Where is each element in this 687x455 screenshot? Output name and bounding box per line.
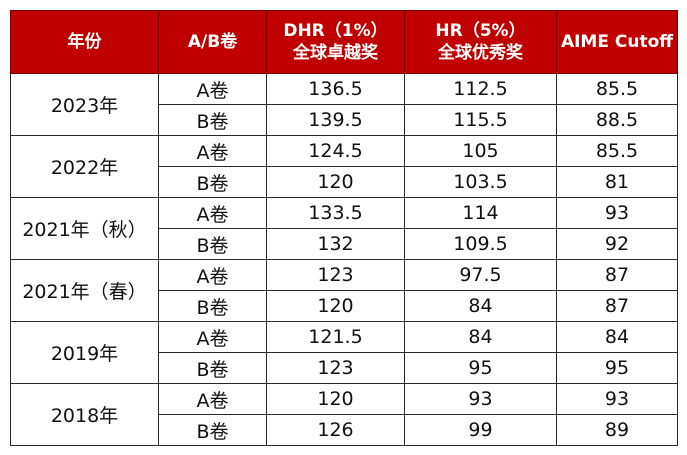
dhr-cell: 123: [266, 259, 405, 291]
dhr-cell: 136.5: [266, 73, 405, 105]
dhr-cell: 124.5: [266, 135, 405, 167]
paper-cell: A卷: [158, 321, 267, 353]
table-row: B卷 139.5 115.5 88.5: [11, 104, 678, 136]
paper-cell: B卷: [158, 104, 267, 136]
table-row: 2021年（秋） A卷 133.5 114 93: [10, 197, 678, 260]
aime-cutoff-cell: 89: [556, 414, 678, 446]
paper-cell: B卷: [158, 166, 267, 198]
table-row: 2022年 A卷 124.5 105 85.5: [10, 135, 678, 198]
dhr-cell: 120: [266, 383, 405, 415]
table-row: 2021年（春） A卷 123 97.5 87: [10, 259, 678, 322]
dhr-cell: 132: [266, 228, 405, 260]
header-label: HR（5%）: [435, 21, 526, 41]
year-cell: 2021年（春）: [10, 259, 159, 322]
aime-cutoff-cell: 95: [556, 352, 678, 384]
header-label: 年份: [67, 32, 102, 52]
header-year: 年份: [10, 10, 159, 74]
header-hr: HR（5%） 全球优秀奖: [404, 10, 557, 74]
hr-cell: 114: [404, 197, 557, 229]
header-paper: A/B卷: [158, 10, 267, 74]
hr-cell: 115.5: [404, 104, 557, 136]
cutoff-table-container: 年份 A/B卷 DHR（1%） 全球卓越奖 HR（5%） 全球优秀奖 AIME Cutoff…: [10, 10, 678, 446]
table-row: B卷 123 95 95: [11, 352, 678, 384]
table-row: B卷 126 99 89: [11, 414, 678, 446]
aime-cutoff-cell: 87: [556, 290, 678, 322]
header-dhr: DHR（1%） 全球卓越奖: [266, 10, 405, 74]
hr-cell: 93: [404, 383, 557, 415]
hr-cell: 84: [404, 321, 557, 353]
dhr-cell: 123: [266, 352, 405, 384]
year-cell: 2021年（秋）: [10, 197, 159, 260]
table-row: B卷 120 103.5 81: [11, 166, 678, 198]
table-row: 2018年 A卷 120 93 93: [10, 383, 678, 446]
dhr-cell: 126: [266, 414, 405, 446]
header-label: DHR（1%）: [283, 21, 388, 41]
paper-cell: B卷: [158, 228, 267, 260]
hr-cell: 105: [404, 135, 557, 167]
hr-cell: 109.5: [404, 228, 557, 260]
paper-cell: A卷: [158, 259, 267, 291]
aime-cutoff-cell: 92: [556, 228, 678, 260]
aime-cutoff-cell: 93: [556, 197, 678, 229]
cutoff-table: 年份 A/B卷 DHR（1%） 全球卓越奖 HR（5%） 全球优秀奖 AIME Cutoff…: [10, 10, 678, 446]
year-cell: 2018年: [10, 383, 159, 446]
aime-cutoff-cell: 93: [556, 383, 678, 415]
paper-cell: A卷: [158, 383, 267, 415]
dhr-cell: 120: [266, 166, 405, 198]
aime-cutoff-cell: 84: [556, 321, 678, 353]
hr-cell: 112.5: [404, 73, 557, 105]
aime-cutoff-cell: 87: [556, 259, 678, 291]
paper-cell: B卷: [158, 352, 267, 384]
hr-cell: 99: [404, 414, 557, 446]
hr-cell: 95: [404, 352, 557, 384]
header-label: AIME Cutoff: [560, 32, 674, 52]
aime-cutoff-cell: 88.5: [556, 104, 678, 136]
header-label: 全球卓越奖: [293, 43, 378, 63]
table-body: 2023年 A卷 136.5 112.5 85.5 B卷 139.5 115.5 88.5 202…: [10, 73, 678, 446]
dhr-cell: 133.5: [266, 197, 405, 229]
header-label: A/B卷: [187, 32, 238, 52]
header-label: 全球优秀奖: [438, 43, 523, 63]
paper-cell: A卷: [158, 197, 267, 229]
aime-cutoff-cell: 85.5: [556, 73, 678, 105]
year-cell: 2019年: [10, 321, 159, 384]
table-row: B卷 120 84 87: [11, 290, 678, 322]
dhr-cell: 139.5: [266, 104, 405, 136]
table-row: B卷 132 109.5 92: [11, 228, 678, 260]
hr-cell: 97.5: [404, 259, 557, 291]
dhr-cell: 120: [266, 290, 405, 322]
hr-cell: 84: [404, 290, 557, 322]
header-row: 年份 A/B卷 DHR（1%） 全球卓越奖 HR（5%） 全球优秀奖 AIME Cutoff: [10, 10, 678, 74]
paper-cell: B卷: [158, 290, 267, 322]
aime-cutoff-cell: 85.5: [556, 135, 678, 167]
year-cell: 2022年: [10, 135, 159, 198]
paper-cell: A卷: [158, 73, 267, 105]
table-row: 2019年 A卷 121.5 84 84: [10, 321, 678, 384]
hr-cell: 103.5: [404, 166, 557, 198]
header-aime-cutoff: AIME Cutoff: [556, 10, 678, 74]
year-cell: 2023年: [10, 73, 159, 136]
paper-cell: B卷: [158, 414, 267, 446]
table-row: 2023年 A卷 136.5 112.5 85.5: [10, 73, 678, 136]
aime-cutoff-cell: 81: [556, 166, 678, 198]
paper-cell: A卷: [158, 135, 267, 167]
dhr-cell: 121.5: [266, 321, 405, 353]
